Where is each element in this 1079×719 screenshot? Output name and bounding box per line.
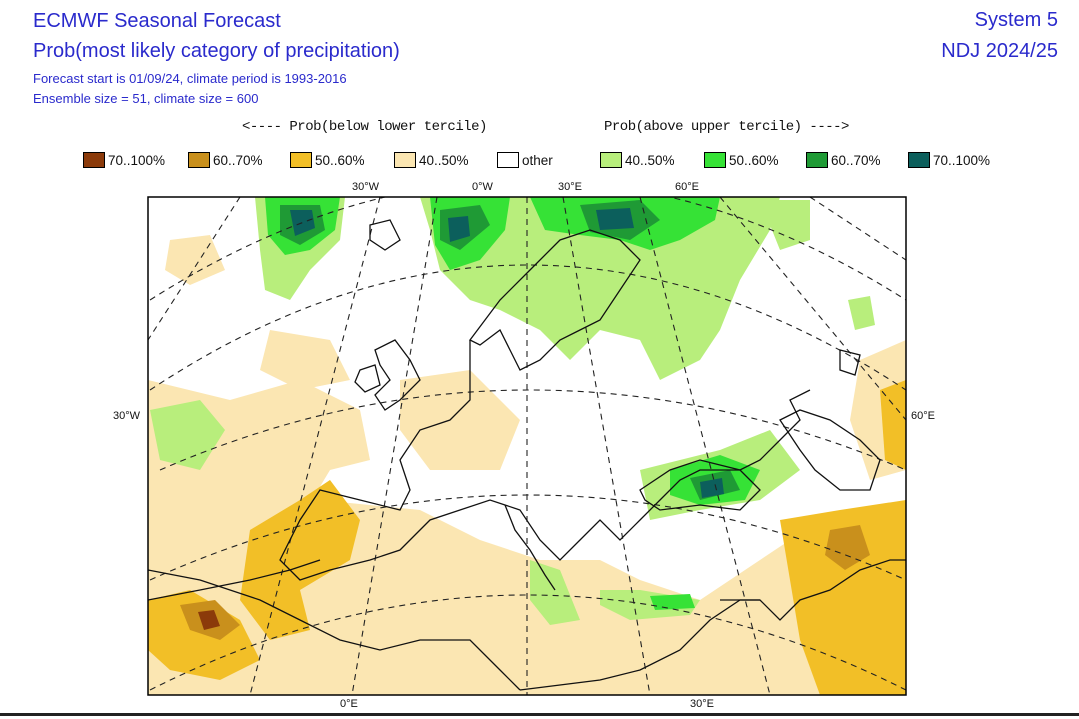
legend-item-other: other: [497, 150, 553, 170]
ensemble-size-note: Ensemble size = 51, climate size = 600: [33, 91, 259, 106]
legend-label: 70..100%: [933, 152, 991, 168]
legend-label: 70..100%: [108, 152, 166, 168]
legend-label: 60..70%: [213, 152, 263, 168]
legend-item-below-70-100: 70..100%: [83, 150, 165, 170]
legend-swatch: [83, 152, 105, 168]
coastlines: [148, 219, 906, 691]
legend-item-above-40-50: 40..50%: [600, 150, 675, 170]
legend-item-above-70-100: 70..100%: [908, 150, 990, 170]
legend-below-title: <---- Prob(below lower tercile): [242, 119, 487, 135]
region-above-40-50: [760, 200, 810, 250]
region-below-50-60: [780, 500, 906, 695]
lat-label-right: 60°E: [911, 410, 935, 422]
lon-label-30e-top: 30°E: [558, 181, 582, 193]
legend-swatch: [497, 152, 519, 168]
lat-label-left: 30°W: [113, 410, 141, 422]
region-above-40-50: [420, 197, 780, 380]
legend-label: 40..50%: [625, 152, 675, 168]
legend-swatch: [908, 152, 930, 168]
legend-label: 60..70%: [831, 152, 881, 168]
legend-item-above-50-60: 50..60%: [704, 150, 779, 170]
lon-label-30e-bottom: 30°E: [690, 698, 714, 710]
region-below-50-60: [240, 480, 360, 640]
chart-title: ECMWF Seasonal Forecast: [33, 10, 281, 32]
legend-above-title: Prob(above upper tercile) ---->: [604, 119, 849, 135]
legend-label: 40..50%: [419, 152, 469, 168]
region-below-40-50: [165, 235, 225, 285]
forecast-start-note: Forecast start is 01/09/24, climate peri…: [33, 71, 347, 86]
legend-label: other: [522, 152, 553, 168]
legend-swatch: [704, 152, 726, 168]
legend-item-below-40-50: 40..50%: [394, 150, 469, 170]
bottom-rule: [0, 713, 1079, 716]
region-above-40-50: [150, 400, 225, 470]
graticule: [148, 197, 906, 695]
region-above-50-60: [650, 594, 695, 610]
legend-swatch: [600, 152, 622, 168]
legend-swatch: [290, 152, 312, 168]
legend-swatch: [806, 152, 828, 168]
legend-label: 50..60%: [315, 152, 365, 168]
legend-item-below-50-60: 50..60%: [290, 150, 365, 170]
map-frame: [147, 196, 907, 696]
lon-label-0e-bottom: 0°E: [340, 698, 358, 710]
lon-label-0w-top: 0°W: [472, 181, 493, 193]
region-below-40-50: [260, 330, 350, 390]
region-below-50-60: [880, 380, 906, 470]
region-above-70-100: [448, 216, 470, 242]
legend-item-below-60-70: 60..70%: [188, 150, 263, 170]
legend-swatch: [394, 152, 416, 168]
region-above-70-100: [290, 210, 315, 236]
legend-label: 50..60%: [729, 152, 779, 168]
legend-item-above-60-70: 60..70%: [806, 150, 881, 170]
region-below-40-50: [400, 370, 520, 470]
region-above-40-50: [848, 296, 875, 330]
lon-label-30w-top: 30°W: [352, 181, 380, 193]
region-above-40-50: [530, 560, 580, 625]
region-above-70-100: [700, 478, 724, 498]
lon-label-60e-top: 60°E: [675, 181, 699, 193]
season-label: NDJ 2024/25: [941, 40, 1058, 62]
chart-subtitle: Prob(most likely category of precipitati…: [33, 40, 400, 62]
region-above-70-100: [596, 208, 634, 230]
region-below-60-70: [825, 525, 870, 570]
system-label: System 5: [974, 9, 1058, 31]
legend-swatch: [188, 152, 210, 168]
region-below-70-100: [198, 610, 220, 630]
region-below-50-60: [148, 590, 260, 680]
